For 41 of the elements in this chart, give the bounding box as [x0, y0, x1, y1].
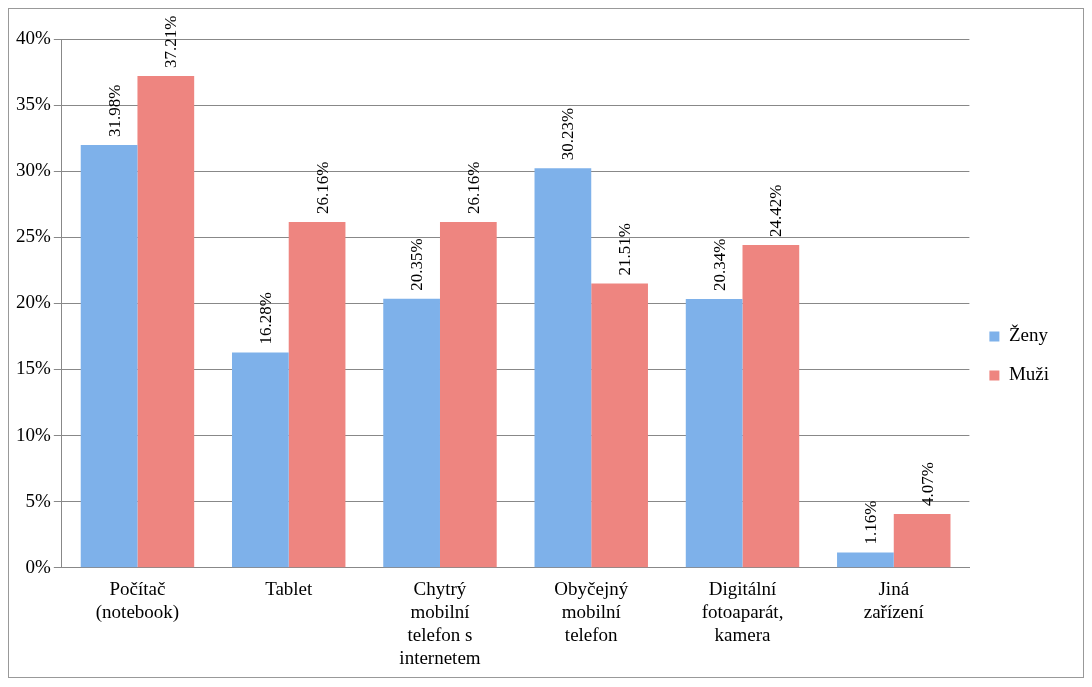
y-tick-label: 20%	[16, 291, 51, 313]
data-label: 21.51%	[615, 223, 635, 276]
data-label: 1.16%	[860, 500, 880, 545]
bar	[232, 352, 289, 568]
bar	[137, 75, 195, 568]
bar	[439, 221, 497, 568]
bar	[80, 145, 138, 568]
x-tick-label: Digitální fotoaparát, kamera	[701, 578, 784, 645]
legend-label: Muži	[1008, 363, 1049, 385]
y-tick-label: 5%	[25, 489, 51, 511]
y-tick-label: 35%	[16, 93, 51, 115]
x-tick-label: Tablet	[265, 578, 314, 600]
legend-label: Ženy	[1008, 324, 1049, 346]
data-label: 30.23%	[558, 107, 578, 161]
y-tick-label: 15%	[16, 357, 51, 379]
bar	[685, 298, 743, 568]
data-label: 31.98%	[104, 84, 124, 138]
data-label: 20.35%	[407, 238, 427, 291]
bar	[591, 283, 648, 568]
x-tick-label: Počítač (notebook)	[95, 578, 180, 623]
x-tick-label: Jiná zařízení	[863, 578, 925, 622]
bar	[742, 244, 800, 568]
y-tick-label: 30%	[16, 159, 51, 181]
y-tick-label: 10%	[16, 423, 51, 445]
data-label: 24.42%	[766, 184, 786, 237]
y-tick-label: 25%	[16, 225, 51, 247]
x-tick-label: Obyčejný mobilní telefon	[554, 578, 629, 645]
data-label: 16.28%	[255, 292, 275, 345]
bar	[288, 221, 346, 568]
y-tick-label: 40%	[16, 26, 51, 48]
data-label: 4.07%	[917, 462, 937, 506]
bar	[383, 298, 440, 568]
data-label: 20.34%	[709, 238, 729, 291]
data-label: 26.16%	[463, 161, 483, 214]
bar	[837, 552, 894, 568]
x-tick-label: Chytrý mobilní telefon s internetem	[399, 578, 481, 668]
bar	[534, 168, 592, 568]
bar	[893, 514, 951, 568]
y-tick-label: 0%	[25, 555, 51, 577]
data-label: 26.16%	[312, 161, 332, 214]
data-label: 37.21%	[161, 15, 181, 68]
